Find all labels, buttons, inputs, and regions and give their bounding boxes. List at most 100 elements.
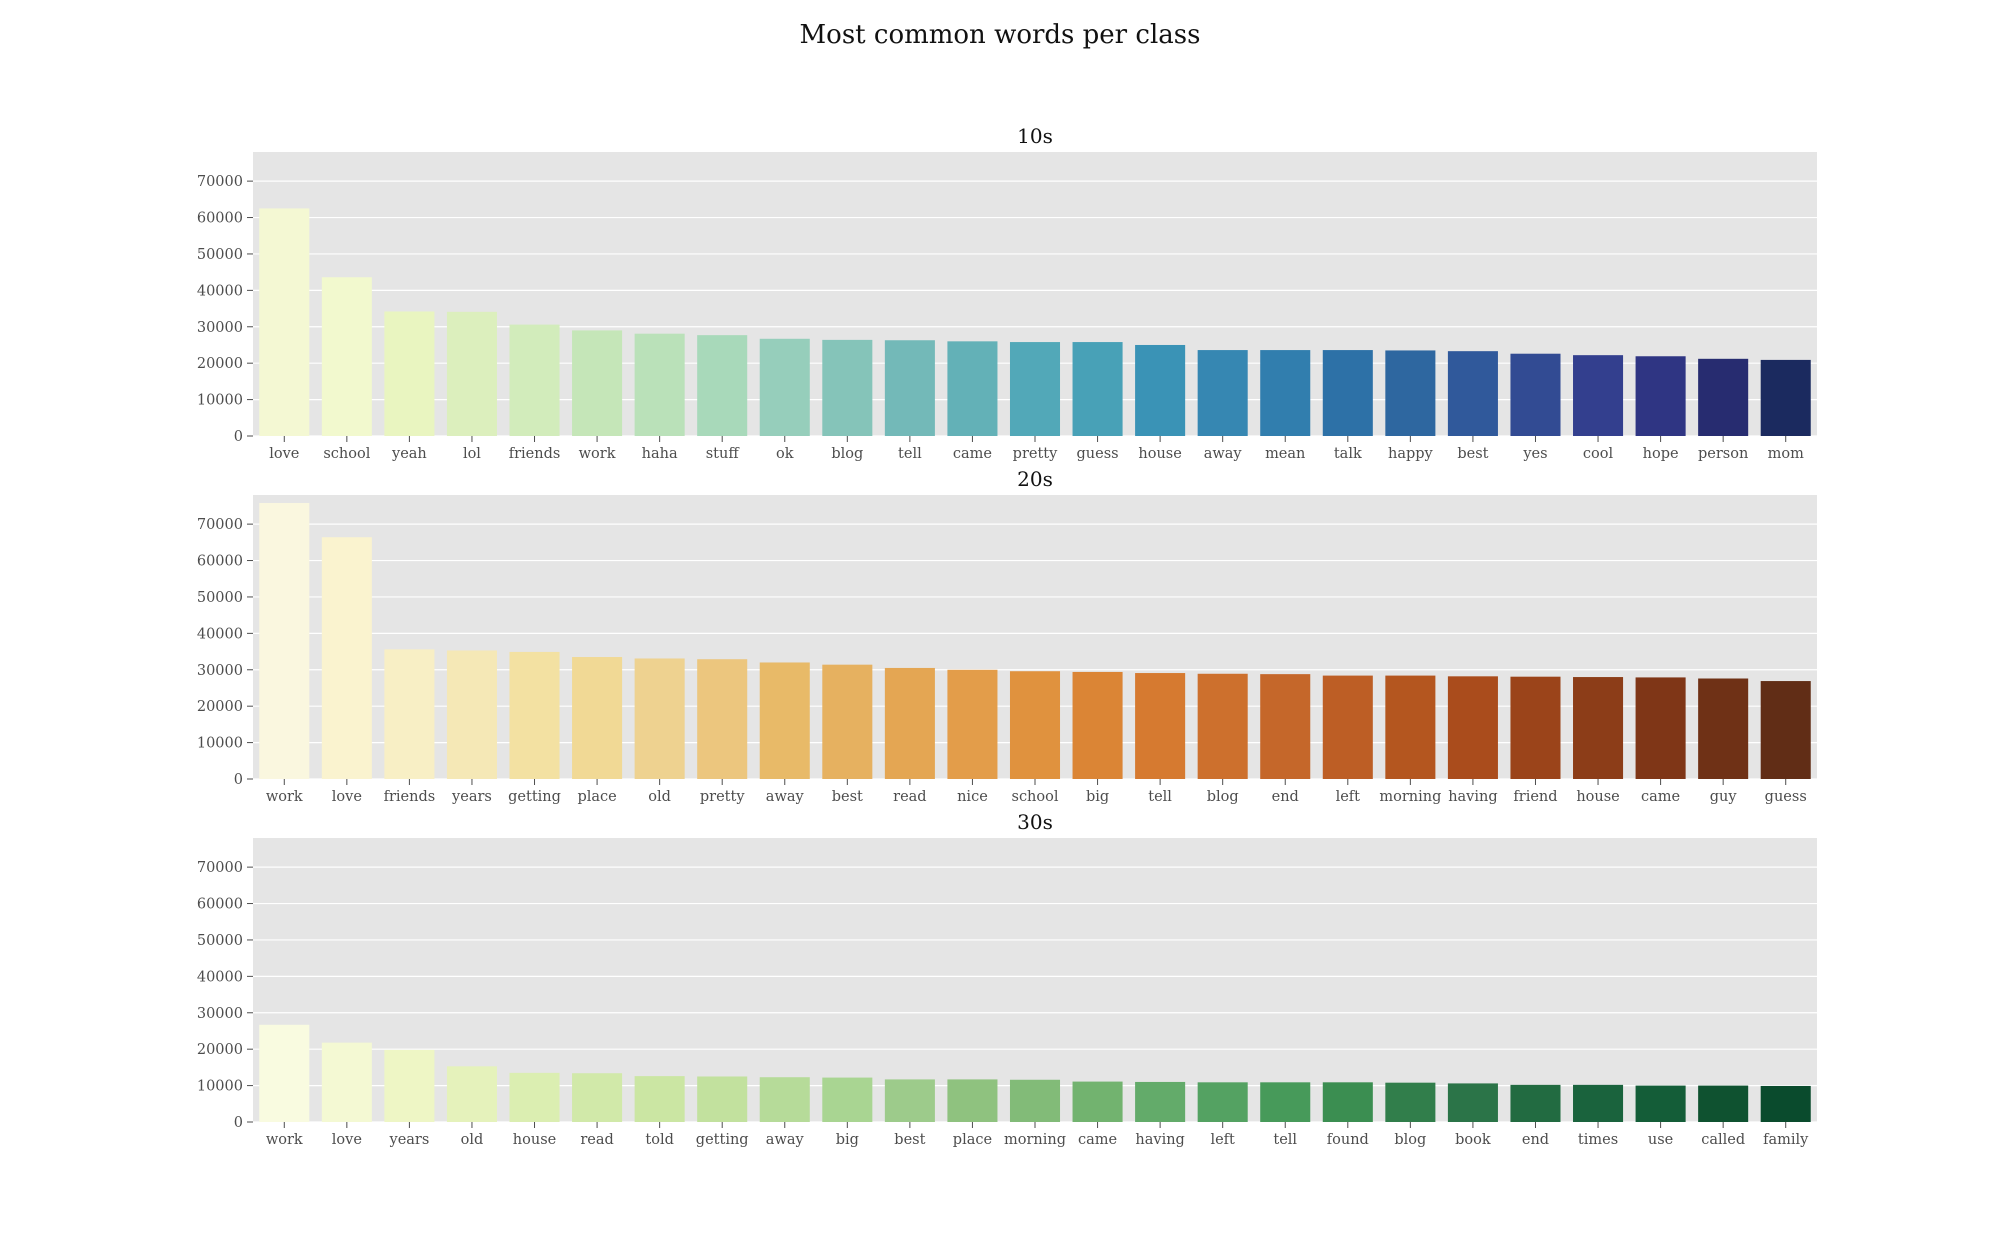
bar-cool xyxy=(1573,355,1624,436)
y-tick-label: 20000 xyxy=(197,699,243,715)
bar-best xyxy=(822,664,873,779)
x-tick-label: best xyxy=(832,789,863,805)
x-tick-label: having xyxy=(1448,789,1497,805)
figure-title: Most common words per class xyxy=(799,20,1201,50)
bar-house xyxy=(1135,344,1186,436)
x-tick-label: told xyxy=(645,1132,673,1148)
bar-yeah xyxy=(384,311,435,436)
x-tick-label: read xyxy=(580,1132,613,1148)
x-tick-label: talk xyxy=(1334,446,1362,462)
bar-person xyxy=(1698,358,1749,436)
y-tick-label: 70000 xyxy=(197,860,243,876)
x-tick-label: old xyxy=(648,789,671,805)
x-tick-label: pretty xyxy=(700,789,745,805)
x-tick-label: having xyxy=(1135,1132,1184,1148)
bar-ok xyxy=(759,338,810,436)
bar-stuff xyxy=(697,335,748,436)
panel-title: 10s xyxy=(1017,124,1053,148)
y-tick-label: 10000 xyxy=(197,736,243,752)
bar-times xyxy=(1573,1084,1624,1122)
bar-place xyxy=(947,1079,998,1122)
bar-away xyxy=(759,662,810,779)
bar-pretty xyxy=(697,659,748,779)
y-tick-label: 50000 xyxy=(197,933,243,949)
bar-talk xyxy=(1322,350,1373,436)
y-tick-label: 0 xyxy=(234,772,243,788)
y-tick-label: 50000 xyxy=(197,590,243,606)
bar-away xyxy=(1197,350,1248,436)
x-tick-label: blog xyxy=(1207,789,1239,805)
x-tick-label: yeah xyxy=(391,446,427,462)
bar-use xyxy=(1635,1085,1686,1122)
bar-left xyxy=(1197,1082,1248,1122)
bar-work xyxy=(259,1024,310,1122)
x-tick-label: work xyxy=(266,1132,303,1148)
panel-title: 20s xyxy=(1017,467,1053,491)
bar-years xyxy=(446,650,497,779)
bar-years xyxy=(384,1049,435,1122)
x-tick-label: getting xyxy=(696,1132,749,1148)
bar-nice xyxy=(947,669,998,779)
x-tick-label: ok xyxy=(776,446,794,462)
y-tick-label: 20000 xyxy=(197,1042,243,1058)
x-tick-label: stuff xyxy=(706,446,741,462)
bar-morning xyxy=(1009,1079,1061,1122)
x-tick-label: mean xyxy=(1265,446,1305,462)
bar-getting xyxy=(697,1076,748,1122)
y-tick-label: 30000 xyxy=(197,663,243,679)
bar-blog xyxy=(1197,673,1248,779)
x-tick-label: away xyxy=(1204,446,1243,462)
x-tick-label: tell xyxy=(1148,789,1172,805)
bar-called xyxy=(1698,1085,1749,1122)
bar-book xyxy=(1447,1083,1498,1122)
bar-left xyxy=(1322,675,1373,779)
bar-tell xyxy=(884,340,935,436)
bar-end xyxy=(1510,1084,1561,1122)
bar-guess xyxy=(1072,342,1123,436)
x-tick-label: left xyxy=(1210,1132,1235,1148)
x-tick-label: house xyxy=(1576,789,1619,805)
y-tick-label: 70000 xyxy=(197,174,243,190)
y-tick-label: 40000 xyxy=(197,626,243,642)
bar-lol xyxy=(446,311,497,436)
bar-place xyxy=(572,657,623,779)
y-tick-label: 60000 xyxy=(197,554,243,570)
x-tick-label: blog xyxy=(1394,1132,1426,1148)
y-tick-label: 0 xyxy=(234,429,243,445)
bar-away xyxy=(759,1077,810,1122)
x-tick-label: old xyxy=(461,1132,484,1148)
x-tick-label: tell xyxy=(898,446,922,462)
bar-old xyxy=(634,658,685,779)
x-tick-label: big xyxy=(1086,789,1109,805)
bar-having xyxy=(1447,676,1498,779)
bar-house xyxy=(509,1072,560,1122)
bar-family xyxy=(1760,1085,1811,1122)
bar-mean xyxy=(1260,350,1311,436)
x-tick-label: came xyxy=(1641,789,1680,805)
x-tick-label: work xyxy=(579,446,616,462)
x-tick-label: came xyxy=(1078,1132,1117,1148)
x-tick-label: house xyxy=(1138,446,1181,462)
bar-love xyxy=(321,1042,372,1122)
x-tick-label: love xyxy=(332,789,362,805)
bar-mom xyxy=(1760,359,1811,436)
x-tick-label: called xyxy=(1701,1132,1745,1148)
x-tick-label: friend xyxy=(1513,789,1557,805)
x-tick-label: happy xyxy=(1388,446,1434,462)
x-tick-label: best xyxy=(1457,446,1488,462)
x-tick-label: love xyxy=(269,446,299,462)
bar-tell xyxy=(1135,673,1186,779)
x-tick-label: guess xyxy=(1077,446,1119,462)
y-tick-label: 60000 xyxy=(197,897,243,913)
bar-blog xyxy=(822,339,873,436)
bar-friends xyxy=(509,324,560,436)
x-tick-label: big xyxy=(836,1132,859,1148)
x-tick-label: school xyxy=(1012,789,1059,805)
bar-old xyxy=(446,1066,497,1122)
x-tick-label: read xyxy=(893,789,926,805)
bar-came xyxy=(947,341,998,436)
bar-best xyxy=(884,1079,935,1122)
y-tick-label: 20000 xyxy=(197,356,243,372)
panel-10s: 10s 0 10000 20000 30000 40000 50000 60000 70000 l… xyxy=(197,124,1817,462)
